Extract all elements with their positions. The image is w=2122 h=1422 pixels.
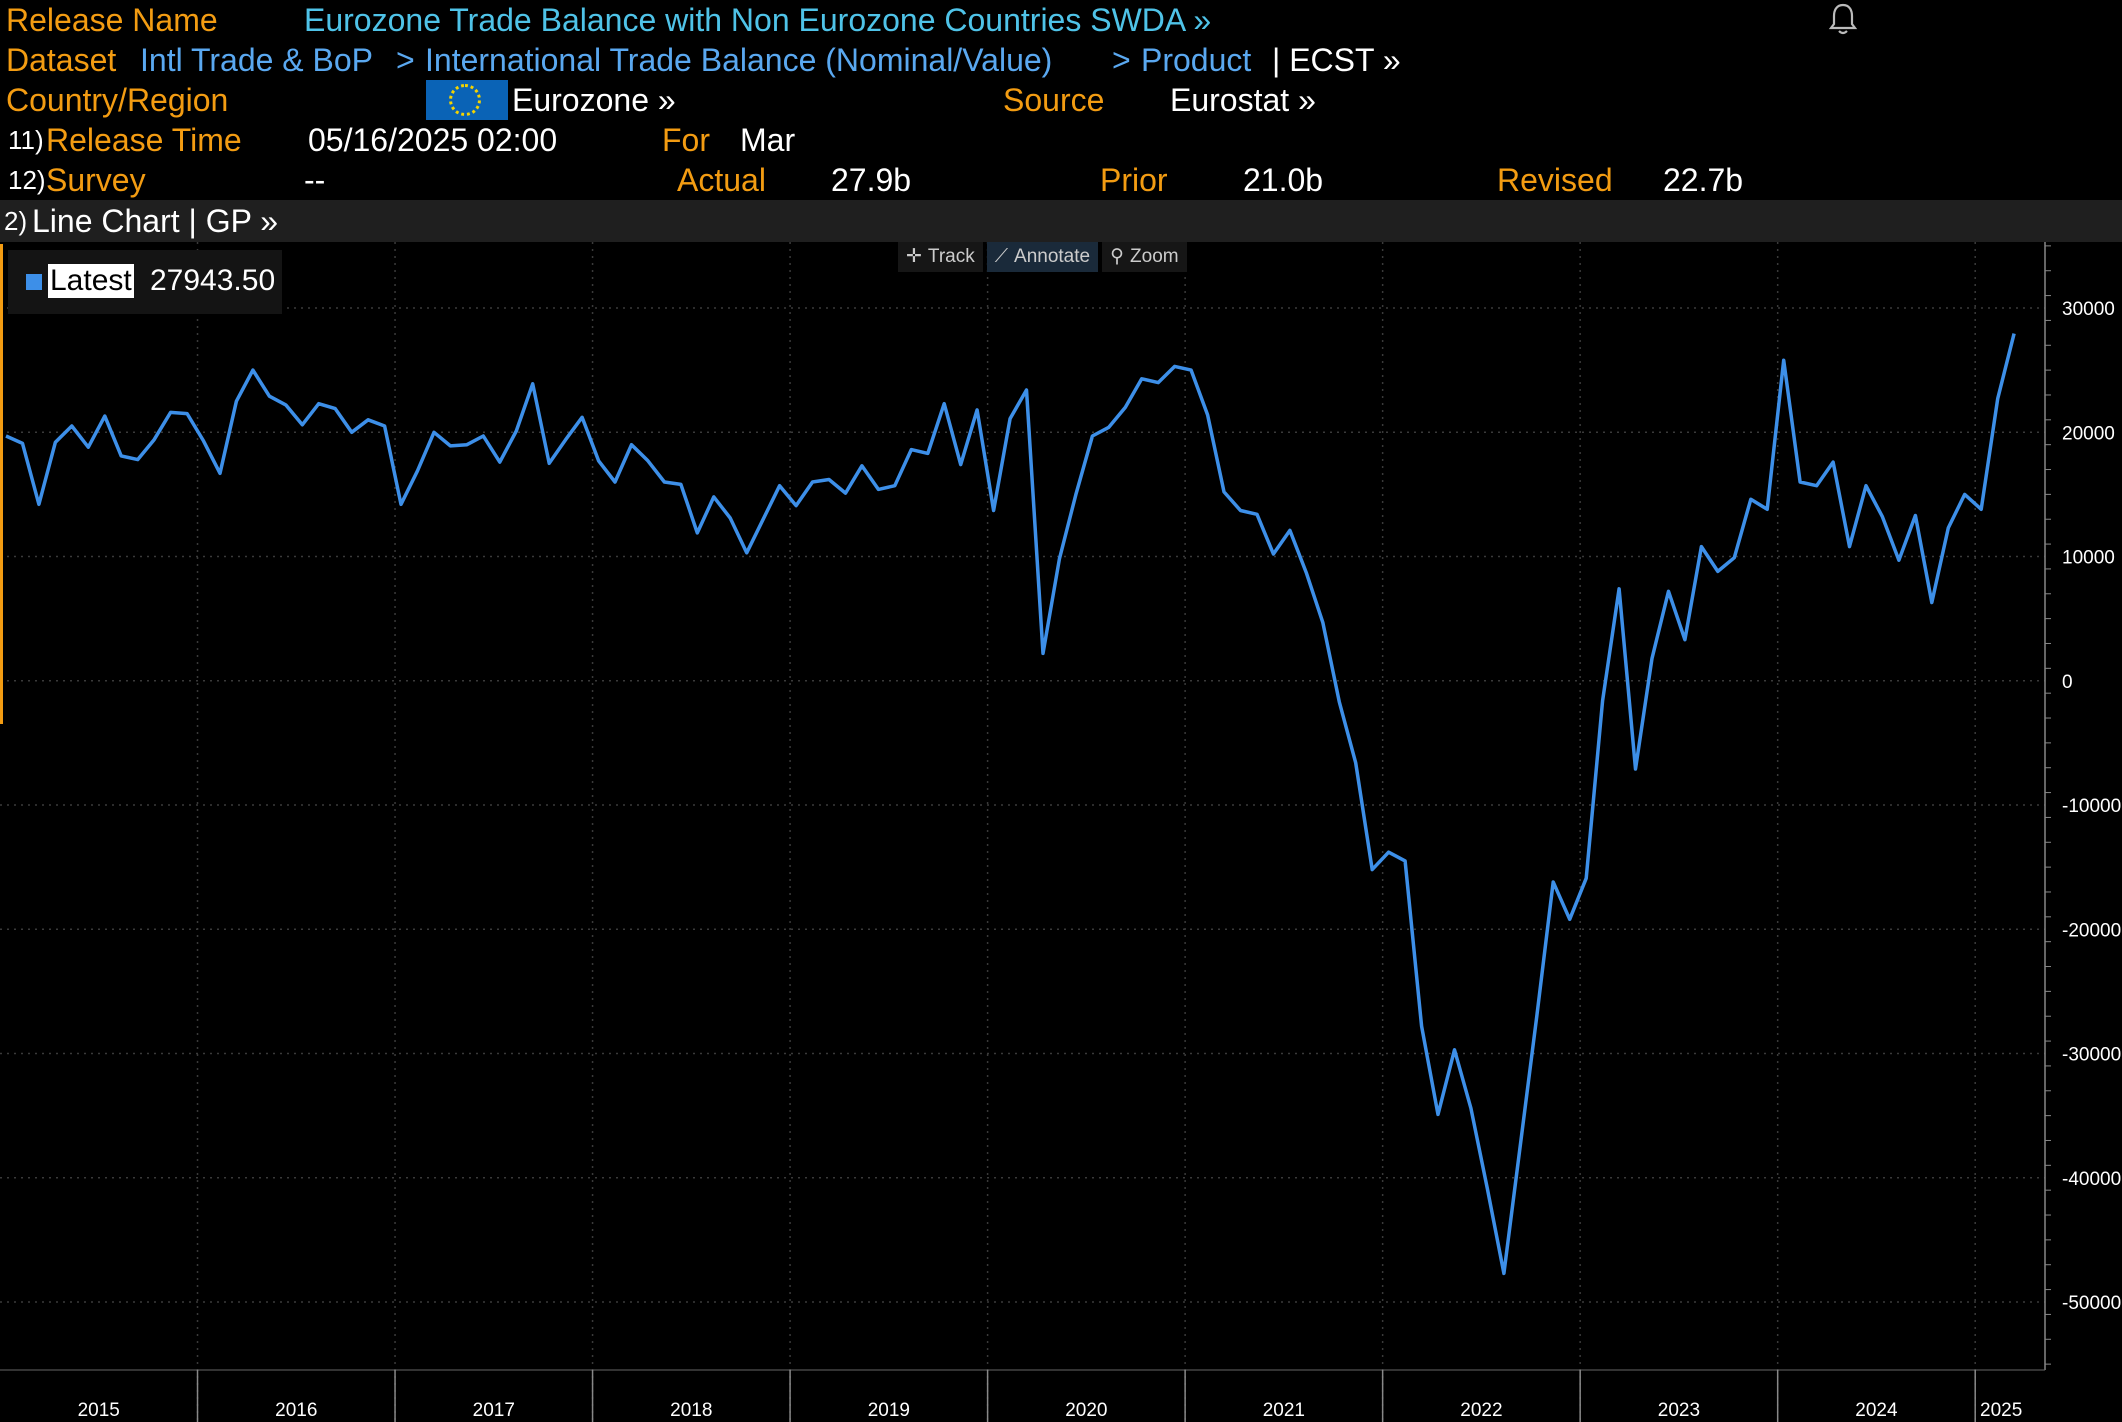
revised-label: Revised: [1497, 162, 1613, 198]
x-tick-label: 2015: [78, 1400, 120, 1421]
actual-label: Actual: [677, 162, 766, 198]
track-label: Track: [927, 246, 975, 267]
x-tick-label: 2020: [1065, 1400, 1107, 1421]
dataset-row: Dataset Intl Trade & BoP > International…: [0, 40, 2122, 80]
crosshair-icon: ✛: [906, 246, 922, 267]
chart-area[interactable]: 30000 20000 10000 0 -10000 -20000 -30000 -40000…: [0, 242, 2122, 1422]
dataset-path-2[interactable]: International Trade Balance (Nominal/Val…: [425, 42, 1053, 78]
x-tick-label: 2017: [473, 1400, 515, 1421]
y-tick-label: -30000: [2062, 1045, 2121, 1066]
magnifier-icon: ⚲: [1110, 246, 1125, 267]
survey-label[interactable]: Survey: [46, 162, 146, 198]
source-link[interactable]: Eurostat »: [1170, 82, 1316, 118]
y-tick-label: 10000: [2062, 548, 2115, 569]
actual-value: 27.9b: [831, 162, 912, 198]
survey-value: --: [304, 162, 326, 198]
y-tick-label: -50000: [2062, 1293, 2121, 1314]
section-number[interactable]: 2): [4, 206, 28, 236]
y-tick-label: 0: [2062, 672, 2073, 693]
annotate-button[interactable]: ⟋ Annotate: [986, 242, 1099, 272]
line-chart[interactable]: 30000 20000 10000 0 -10000 -20000 -30000 -40000…: [0, 242, 2122, 1422]
release-name-label: Release Name: [6, 2, 218, 38]
release-name-row: Release Name Eurozone Trade Balance with…: [0, 0, 2122, 40]
y-tick-label: -20000: [2062, 920, 2121, 941]
x-tick-label: 2021: [1263, 1400, 1305, 1421]
active-indicator: [0, 244, 3, 724]
for-label: For: [662, 122, 710, 158]
prior-label: Prior: [1100, 162, 1168, 198]
revised-value: 22.7b: [1663, 162, 1744, 198]
dataset-path-3[interactable]: Product: [1141, 42, 1252, 78]
survey-row: 12) Survey -- Actual 27.9b Prior 21.0b R…: [0, 160, 2122, 200]
chevron-right-icon: >: [396, 42, 415, 78]
x-tick-label: 2023: [1658, 1400, 1700, 1421]
release-time-label[interactable]: Release Time: [46, 122, 242, 158]
survey-number[interactable]: 12): [8, 165, 46, 195]
country-link[interactable]: Eurozone »: [512, 82, 676, 118]
y-tick-label: -10000: [2062, 796, 2121, 817]
x-tick-label: 2019: [868, 1400, 910, 1421]
legend-label: Latest: [48, 264, 134, 298]
x-tick-label: 2018: [670, 1400, 712, 1421]
chevron-right-icon: >: [1112, 42, 1131, 78]
legend-value: 27943.50: [150, 264, 276, 297]
source-label: Source: [1003, 82, 1105, 118]
release-time-value: 05/16/2025 02:00: [308, 122, 558, 158]
chart-section-bar: 2) Line Chart | GP »: [0, 200, 2122, 242]
release-time-row: 11) Release Time 05/16/2025 02:00 For Ma…: [0, 120, 2122, 160]
for-value: Mar: [740, 122, 796, 158]
dataset-path-1[interactable]: Intl Trade & BoP: [140, 42, 374, 78]
bell-icon[interactable]: [1828, 2, 1858, 36]
zoom-button[interactable]: ⚲ Zoom: [1102, 242, 1187, 272]
eu-flag-icon: [426, 80, 508, 120]
y-tick-label: 30000: [2062, 299, 2115, 320]
y-tick-label: -40000: [2062, 1169, 2121, 1190]
release-time-number[interactable]: 11): [8, 125, 44, 155]
country-row: Country/Region Eurozone » Source Eurosta…: [0, 80, 2122, 120]
release-name-link[interactable]: Eurozone Trade Balance with Non Eurozone…: [304, 2, 1212, 38]
annotate-label: Annotate: [1014, 246, 1091, 267]
y-tick-label: 20000: [2062, 423, 2115, 444]
dataset-ticker[interactable]: | ECST »: [1272, 42, 1401, 78]
prior-value: 21.0b: [1243, 162, 1324, 198]
dataset-label: Dataset: [6, 42, 117, 78]
zoom-label: Zoom: [1130, 246, 1179, 267]
country-label: Country/Region: [6, 82, 229, 118]
chart-toolbar: ✛ Track ⟋ Annotate ⚲ Zoom: [898, 242, 1187, 272]
x-tick-label: 2016: [275, 1400, 317, 1421]
x-tick-label: 2024: [1855, 1400, 1898, 1421]
x-tick-label: 2025: [1980, 1400, 2022, 1421]
section-title[interactable]: Line Chart | GP »: [32, 203, 279, 239]
pencil-icon: ⟋: [994, 246, 1009, 267]
series-line-latest[interactable]: [5, 333, 2016, 1276]
legend-swatch: [26, 274, 42, 290]
x-tick-label: 2022: [1460, 1400, 1502, 1421]
legend[interactable]: Latest 27943.50: [8, 250, 282, 314]
track-button[interactable]: ✛ Track: [898, 242, 983, 272]
